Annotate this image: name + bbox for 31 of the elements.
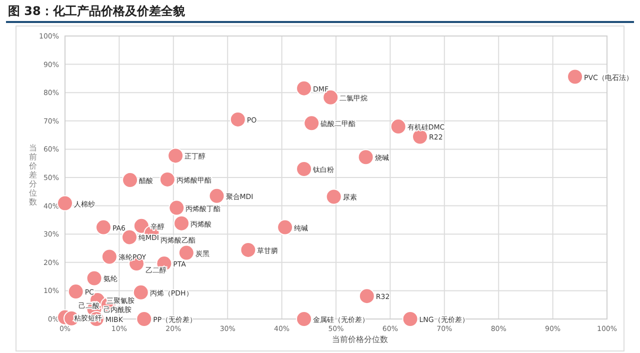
point: [296, 311, 312, 327]
point: [208, 188, 225, 204]
point: [178, 244, 194, 261]
point: [132, 284, 149, 300]
point: [57, 195, 73, 212]
point: [304, 115, 320, 132]
point: [296, 161, 312, 178]
point: [174, 215, 190, 232]
point: [122, 229, 138, 246]
point: [122, 172, 138, 188]
point: [159, 171, 176, 188]
point: [240, 242, 256, 258]
point: [101, 248, 118, 265]
point: [95, 219, 112, 236]
point: [168, 200, 185, 216]
point: [86, 270, 102, 286]
point: [230, 111, 246, 128]
point: [567, 68, 584, 85]
point: [277, 219, 294, 236]
point: [136, 311, 152, 327]
point: [390, 118, 406, 135]
point: [326, 188, 342, 205]
x-axis-title: 当前价格分位数: [332, 335, 388, 344]
chart-title: 图 38：化工产品价格及价差全貌: [8, 4, 186, 18]
point: [358, 288, 375, 304]
point: [68, 284, 84, 300]
point: [358, 149, 374, 166]
y-axis-title: 当前价差分位数: [28, 144, 37, 206]
point: [402, 311, 418, 327]
point: [296, 80, 312, 96]
point: [168, 148, 184, 164]
